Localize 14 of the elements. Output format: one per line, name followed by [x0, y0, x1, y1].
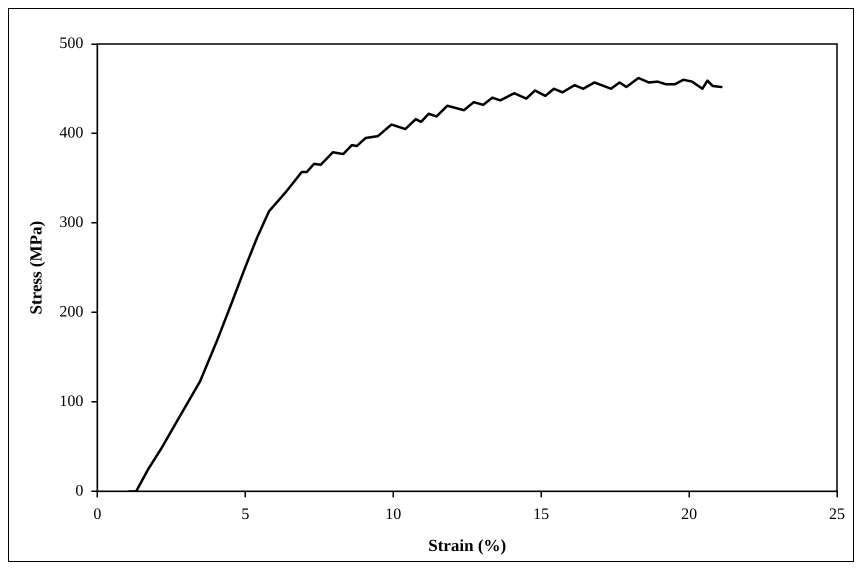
x-tick-label: 10 [385, 506, 402, 524]
x-tick-label: 20 [681, 506, 698, 524]
y-tick-label: 100 [59, 393, 84, 410]
y-axis-title: Stress (MPa) [26, 220, 46, 315]
y-tick-label: 0 [75, 482, 84, 500]
x-axis-title: Strain (%) [428, 536, 506, 556]
x-tick-label: 15 [533, 506, 550, 524]
y-tick-label: 500 [59, 35, 84, 52]
y-tick-label: 400 [59, 124, 84, 142]
y-tick-label: 300 [59, 214, 84, 232]
x-tick-label: 25 [829, 506, 845, 524]
x-tick-label: 0 [93, 506, 102, 524]
y-tick-label: 200 [59, 304, 84, 321]
x-tick-label: 5 [241, 506, 250, 524]
